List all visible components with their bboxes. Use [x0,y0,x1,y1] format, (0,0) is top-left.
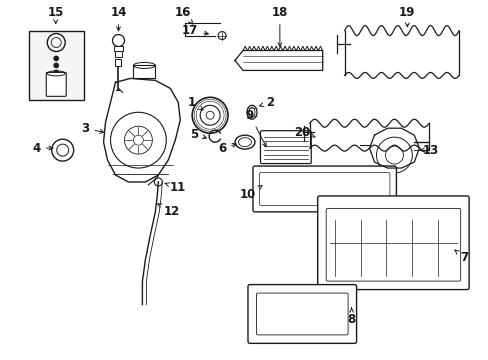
Text: 8: 8 [347,307,355,326]
Text: 14: 14 [110,6,126,31]
FancyBboxPatch shape [260,131,310,163]
Text: 19: 19 [398,6,415,27]
Text: 7: 7 [454,250,467,264]
FancyBboxPatch shape [46,72,66,96]
FancyBboxPatch shape [325,208,460,281]
Text: 5: 5 [190,128,206,141]
Circle shape [54,56,59,61]
Text: 4: 4 [33,141,53,155]
FancyBboxPatch shape [114,45,122,50]
FancyBboxPatch shape [29,31,83,100]
Text: 18: 18 [271,6,287,47]
Text: 12: 12 [158,204,180,219]
Text: 9: 9 [245,109,265,147]
FancyBboxPatch shape [317,196,468,289]
Circle shape [54,70,59,75]
FancyBboxPatch shape [259,172,389,206]
Text: 11: 11 [164,181,186,194]
Text: 6: 6 [218,141,236,155]
FancyBboxPatch shape [256,293,347,335]
FancyBboxPatch shape [247,285,356,343]
Text: 20: 20 [293,126,315,139]
Text: 16: 16 [175,6,193,24]
FancyBboxPatch shape [252,166,396,212]
Text: 10: 10 [240,186,262,202]
Text: 2: 2 [259,96,273,109]
FancyBboxPatch shape [115,59,121,67]
Text: 1: 1 [188,96,203,110]
FancyBboxPatch shape [115,51,122,58]
Text: 17: 17 [182,24,208,37]
Text: 3: 3 [81,122,103,135]
Text: 13: 13 [419,144,439,157]
Circle shape [54,63,59,68]
Text: 15: 15 [47,6,64,23]
